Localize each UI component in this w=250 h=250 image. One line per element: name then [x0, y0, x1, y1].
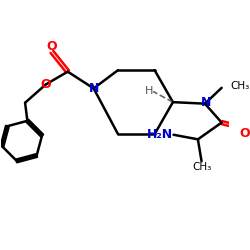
Text: N: N [200, 96, 211, 109]
Text: O: O [46, 40, 57, 53]
Text: H₂N: H₂N [147, 128, 173, 141]
Text: O: O [40, 78, 50, 91]
Text: CH₃: CH₃ [192, 162, 211, 172]
Text: H: H [145, 86, 154, 96]
Text: N: N [88, 82, 99, 95]
Text: CH₃: CH₃ [230, 81, 250, 91]
Text: O: O [239, 127, 250, 140]
